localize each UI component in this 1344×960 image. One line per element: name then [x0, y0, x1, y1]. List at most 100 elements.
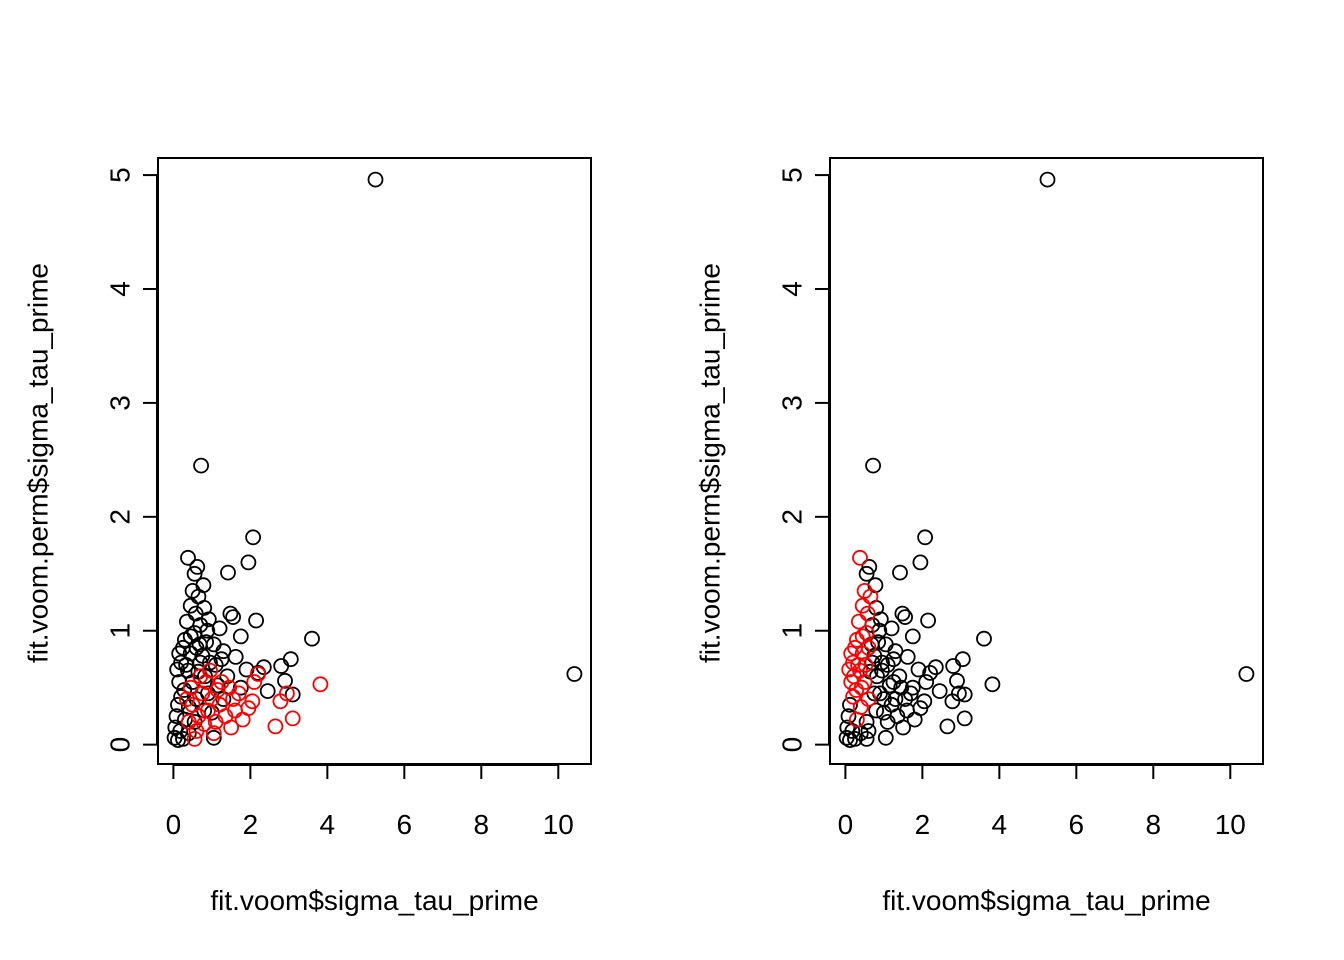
data-point [854, 597, 871, 614]
data-point [856, 583, 873, 599]
data-point [868, 702, 885, 719]
data-point [976, 630, 992, 647]
data-point [207, 714, 224, 730]
x-tick-label: 4 [320, 809, 336, 840]
data-point [931, 683, 948, 699]
x-axis-label: fit.voom$sigma_tau_prime [882, 885, 1210, 916]
data-point [945, 658, 962, 674]
data-point [927, 659, 944, 676]
data-point [910, 661, 927, 678]
data-point [917, 529, 933, 546]
data-point [872, 611, 889, 628]
data-point [273, 658, 290, 674]
data-point [248, 612, 265, 629]
y-tick-label: 4 [105, 281, 136, 297]
data-point [866, 685, 883, 702]
data-point [196, 716, 213, 732]
data-points [838, 171, 1255, 748]
data-point [225, 691, 242, 707]
data-point [184, 696, 201, 713]
data-point [865, 457, 881, 474]
data-point [858, 731, 875, 747]
data-point [205, 729, 222, 746]
data-point [278, 685, 295, 702]
data-point [209, 682, 226, 698]
data-point [312, 676, 329, 693]
data-point [367, 171, 384, 188]
x-tick-label: 10 [1215, 809, 1246, 840]
data-point [850, 657, 866, 673]
y-tick-label: 2 [777, 509, 808, 525]
x-tick-label: 0 [838, 809, 854, 840]
x-axis: 0 2 4 6 8 10 [166, 764, 574, 840]
data-point [944, 693, 961, 710]
data-point [912, 554, 929, 571]
y-axis: 0 1 2 3 4 5 [777, 167, 830, 752]
y-axis-label: fit.voom.perm$sigma_tau_prime [695, 263, 726, 663]
data-point [178, 657, 195, 673]
data-point [846, 668, 862, 685]
data-point [1039, 171, 1056, 188]
data-point [277, 672, 293, 689]
y-tick-label: 0 [777, 737, 808, 753]
data-point [895, 719, 911, 736]
data-point [199, 622, 216, 639]
data-point [267, 718, 284, 735]
y-tick-label: 0 [105, 737, 136, 753]
data-point [186, 731, 203, 747]
y-tick-label: 5 [105, 167, 136, 183]
data-point [234, 711, 251, 728]
data-point [845, 688, 861, 705]
x-tick-label: 2 [243, 809, 259, 840]
data-point [881, 677, 898, 694]
data-point [861, 559, 878, 575]
data-point [956, 710, 973, 727]
data-point [220, 564, 236, 581]
data-point [259, 683, 276, 699]
data-point [877, 729, 894, 746]
data-point [219, 668, 236, 685]
data-point [939, 718, 956, 735]
data-point [171, 645, 188, 662]
x-tick-label: 8 [1146, 809, 1162, 840]
y-tick-label: 3 [105, 395, 136, 411]
data-point [182, 628, 199, 645]
data-point [284, 686, 301, 703]
data-point [169, 661, 186, 678]
data-point [180, 549, 196, 566]
data-point [184, 583, 201, 599]
data-point [949, 672, 965, 689]
data-points [166, 171, 583, 748]
data-point [956, 686, 973, 703]
x-tick-label: 8 [474, 809, 490, 840]
data-point [189, 559, 206, 575]
data-point [885, 674, 902, 690]
data-point [840, 708, 857, 725]
x-axis: 0 2 4 6 8 10 [838, 764, 1246, 840]
x-tick-label: 6 [1069, 809, 1085, 840]
data-point [897, 691, 913, 707]
data-point [166, 729, 183, 746]
data-point [862, 588, 879, 605]
data-point [918, 674, 935, 690]
data-point [842, 696, 858, 713]
data-point [920, 612, 936, 629]
x-tick-label: 2 [915, 809, 931, 840]
data-point [175, 731, 191, 747]
data-point [843, 645, 860, 662]
data-point [922, 665, 938, 681]
data-point [202, 662, 218, 679]
y-tick-label: 2 [105, 509, 136, 525]
data-point [191, 636, 208, 653]
data-point [892, 564, 908, 581]
y-tick-label: 1 [105, 623, 136, 639]
data-point [839, 719, 856, 736]
data-point [891, 668, 908, 685]
x-tick-label: 10 [543, 809, 574, 840]
y-tick-label: 1 [777, 623, 808, 639]
data-point [182, 679, 199, 696]
data-point [186, 565, 203, 582]
data-point [906, 711, 923, 728]
